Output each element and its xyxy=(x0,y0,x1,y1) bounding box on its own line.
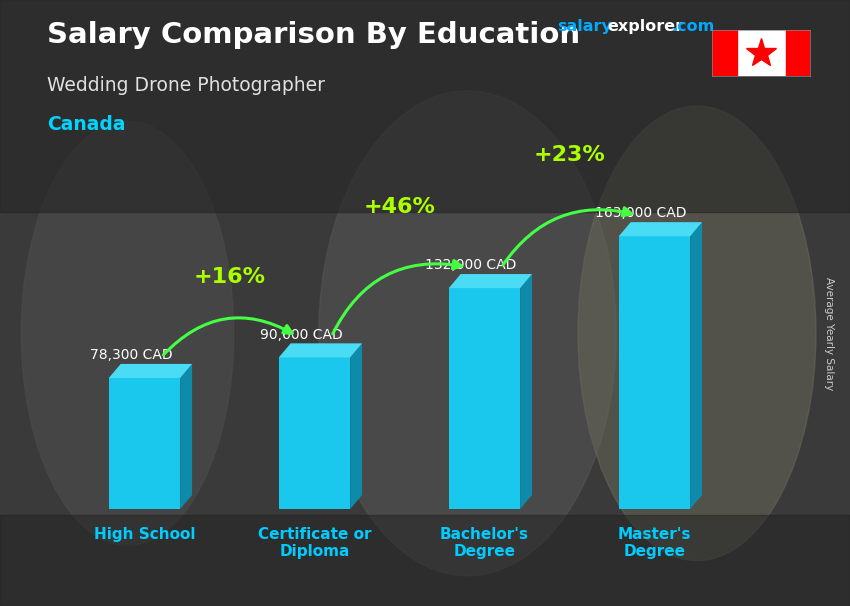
Bar xyxy=(109,378,180,509)
Polygon shape xyxy=(449,274,532,288)
Ellipse shape xyxy=(21,121,234,545)
Polygon shape xyxy=(279,344,362,358)
Text: 132,000 CAD: 132,000 CAD xyxy=(425,258,517,272)
Bar xyxy=(449,288,520,509)
Polygon shape xyxy=(785,30,810,76)
Text: +23%: +23% xyxy=(534,145,605,165)
Bar xyxy=(279,358,350,509)
Polygon shape xyxy=(109,364,192,378)
Polygon shape xyxy=(180,364,192,509)
Text: +16%: +16% xyxy=(194,267,265,287)
Polygon shape xyxy=(690,222,702,509)
Text: High School: High School xyxy=(94,527,196,542)
Text: Certificate or
Diploma: Certificate or Diploma xyxy=(258,527,371,559)
Text: +46%: +46% xyxy=(364,198,435,218)
Text: Canada: Canada xyxy=(47,115,125,134)
Polygon shape xyxy=(619,222,702,236)
Ellipse shape xyxy=(319,91,616,576)
Text: explorer: explorer xyxy=(608,19,684,35)
Polygon shape xyxy=(350,344,362,509)
Polygon shape xyxy=(520,274,532,509)
Ellipse shape xyxy=(578,106,816,561)
Polygon shape xyxy=(0,0,850,212)
Text: 78,300 CAD: 78,300 CAD xyxy=(89,348,173,362)
Text: Bachelor's
Degree: Bachelor's Degree xyxy=(440,527,529,559)
Text: Wedding Drone Photographer: Wedding Drone Photographer xyxy=(47,76,325,95)
Text: Salary Comparison By Education: Salary Comparison By Education xyxy=(47,21,580,49)
Text: 163,000 CAD: 163,000 CAD xyxy=(595,207,687,221)
Text: 90,600 CAD: 90,600 CAD xyxy=(259,328,343,342)
Text: Master's
Degree: Master's Degree xyxy=(618,527,691,559)
Text: .com: .com xyxy=(672,19,715,35)
Text: Average Yearly Salary: Average Yearly Salary xyxy=(824,277,834,390)
Text: salary: salary xyxy=(557,19,612,35)
Polygon shape xyxy=(0,515,850,606)
Polygon shape xyxy=(712,30,737,76)
Bar xyxy=(619,236,690,509)
